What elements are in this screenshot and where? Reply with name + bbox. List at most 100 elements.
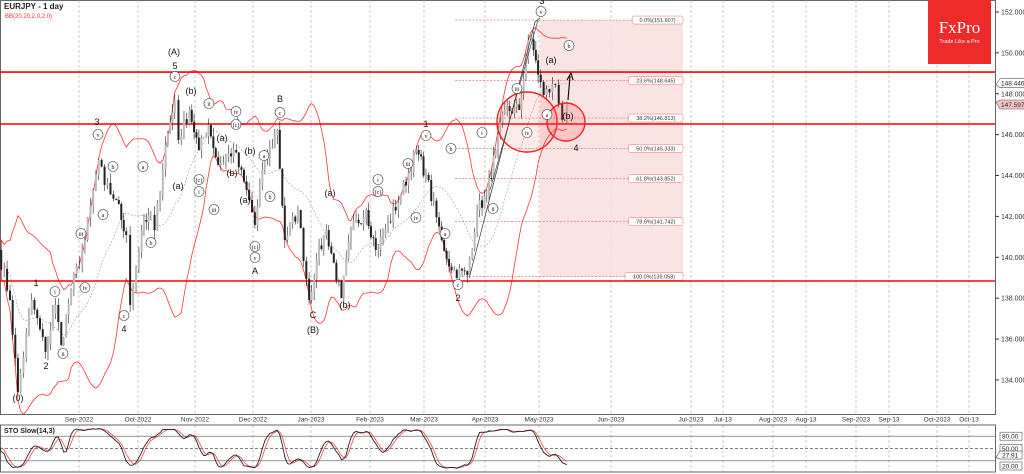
candle-body bbox=[394, 207, 397, 211]
candle-body bbox=[438, 217, 441, 227]
candle bbox=[485, 189, 488, 203]
candle-body bbox=[420, 154, 423, 157]
candle bbox=[147, 207, 150, 231]
price-tag-high-box bbox=[995, 78, 1024, 88]
wave-label-text: a bbox=[546, 113, 549, 119]
candle bbox=[310, 285, 313, 304]
candle-body bbox=[430, 180, 433, 202]
wave-label: (a) bbox=[546, 55, 557, 65]
candle-body bbox=[38, 318, 41, 330]
wave-label: iii bbox=[208, 204, 220, 215]
wave-label-circle bbox=[372, 186, 384, 197]
wave-label: (c) bbox=[193, 174, 205, 185]
candle-body bbox=[520, 93, 523, 110]
candle-body bbox=[145, 220, 148, 222]
candle-body bbox=[548, 89, 551, 93]
wave-label: 1 bbox=[33, 278, 38, 288]
candle-body bbox=[450, 266, 453, 270]
wave-label-text: c bbox=[123, 314, 126, 320]
candle bbox=[62, 336, 65, 346]
stochastic-current-box bbox=[995, 450, 1023, 460]
candle bbox=[397, 195, 400, 219]
candle-body bbox=[468, 258, 471, 276]
candle-body bbox=[515, 104, 518, 107]
wave-label: C bbox=[310, 310, 317, 320]
wave-label: iv bbox=[521, 127, 533, 138]
candle bbox=[399, 194, 402, 205]
wave-label-text: v bbox=[97, 133, 100, 139]
candle-body bbox=[245, 181, 248, 190]
candle-body bbox=[478, 200, 481, 211]
candle bbox=[109, 173, 112, 196]
candle-body bbox=[389, 221, 392, 223]
candle-body bbox=[534, 50, 537, 61]
candle bbox=[89, 197, 92, 227]
wave-label-text: (a) bbox=[546, 55, 557, 65]
candle-body bbox=[415, 149, 418, 152]
wave-label: 3 bbox=[539, 0, 544, 6]
candle bbox=[374, 230, 377, 257]
candle bbox=[97, 158, 100, 181]
candle bbox=[302, 227, 305, 267]
wave-label-text: (a) bbox=[325, 188, 336, 198]
wave-label-text: c bbox=[174, 75, 177, 81]
candle-body bbox=[291, 216, 294, 224]
candle bbox=[224, 154, 227, 170]
logo-brand: FxPro bbox=[938, 18, 981, 37]
candle-body bbox=[374, 238, 377, 250]
candle-body bbox=[57, 304, 60, 323]
candle bbox=[103, 164, 106, 191]
wave-label: a bbox=[439, 228, 451, 239]
candle bbox=[478, 193, 481, 218]
candle-body bbox=[513, 106, 516, 114]
candle-body bbox=[86, 217, 89, 240]
candle-body bbox=[382, 235, 385, 237]
candle-body bbox=[112, 194, 115, 199]
wave-label-text: (a) bbox=[217, 133, 228, 143]
wave-label: (b) bbox=[227, 168, 238, 178]
candle bbox=[503, 102, 506, 116]
candle bbox=[548, 88, 551, 98]
x-tick-label: Sep-2022 bbox=[65, 417, 94, 424]
wave-label-text: (b) bbox=[227, 168, 238, 178]
wave-label-text: a bbox=[444, 232, 447, 238]
candle-body bbox=[22, 357, 25, 374]
candle-body bbox=[109, 182, 112, 195]
wave-label: (a) bbox=[325, 188, 336, 198]
candle bbox=[355, 210, 358, 223]
candle-body bbox=[209, 125, 212, 137]
candle-body bbox=[205, 136, 208, 138]
candle-body bbox=[318, 245, 321, 260]
candle bbox=[202, 137, 205, 139]
candle bbox=[60, 321, 63, 347]
stochastic-main-line bbox=[0, 428, 568, 469]
candle bbox=[412, 149, 415, 178]
candle bbox=[268, 140, 271, 167]
candle-body bbox=[308, 278, 311, 300]
wave-label: v bbox=[249, 252, 261, 263]
candle-body bbox=[545, 89, 548, 95]
candle-body bbox=[75, 265, 78, 274]
stochastic-level-label: 20.00 bbox=[1002, 464, 1019, 471]
candle bbox=[9, 284, 12, 302]
candle bbox=[11, 295, 14, 340]
wave-label-circle bbox=[193, 174, 205, 185]
x-tick-label: May-2023 bbox=[525, 417, 554, 424]
candle bbox=[44, 336, 47, 360]
candle bbox=[180, 128, 183, 146]
wave-label-circle bbox=[137, 161, 149, 172]
candle-body bbox=[310, 291, 313, 300]
candle bbox=[106, 177, 109, 190]
candle bbox=[214, 146, 217, 159]
candle-body bbox=[115, 198, 118, 201]
wave-label: 4 bbox=[573, 143, 578, 153]
candle bbox=[347, 234, 350, 262]
wave-label-text: b bbox=[568, 44, 571, 50]
wave-label: (c) bbox=[372, 186, 384, 197]
candle-body bbox=[335, 262, 338, 281]
x-tick-label: Jan-2023 bbox=[297, 417, 324, 424]
candle bbox=[565, 101, 568, 124]
candle-body bbox=[177, 100, 180, 140]
x-tick-label: Jul-2023 bbox=[679, 417, 704, 424]
